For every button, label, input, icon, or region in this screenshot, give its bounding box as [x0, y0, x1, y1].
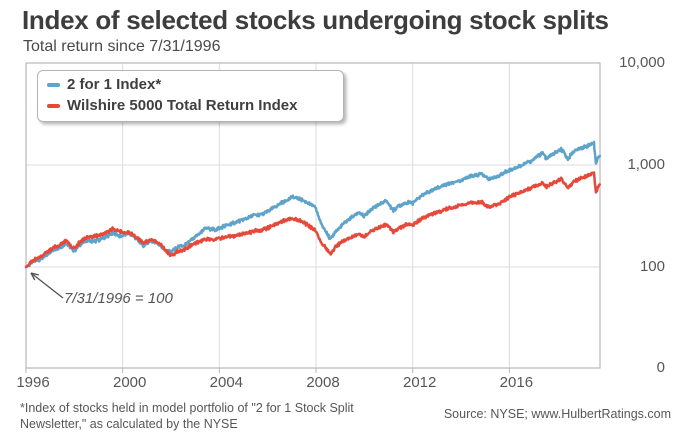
annotation-arrowhead-icon [30, 272, 36, 281]
annotation-start-note: 7/31/1996 = 100 [64, 290, 173, 307]
page-title: Index of selected stocks undergoing stoc… [22, 5, 609, 35]
x-axis-label: 2000 [112, 374, 147, 391]
annotation-arrowhead-icon [30, 272, 39, 276]
chart-subtitle: Total return since 7/31/1996 [23, 38, 221, 55]
x-axis-label: 2016 [499, 374, 534, 391]
annotation-arrow-icon [30, 272, 64, 299]
footnote: *Index of stocks held in model portfolio… [20, 401, 354, 432]
legend-item: Wilshire 5000 Total Return Index [47, 95, 334, 116]
y-axis-label: 10,000 [619, 54, 665, 71]
legend-label: 2 for 1 Index* [67, 76, 162, 93]
x-axis-label: 2012 [403, 374, 437, 391]
line-swatch-icon [47, 103, 60, 108]
y-axis-label: 100 [639, 258, 665, 275]
x-axis-label: 2008 [306, 374, 340, 391]
y-axis-label: 1,000 [627, 156, 665, 173]
series-line-wilshire [24, 171, 602, 269]
legend-label: Wilshire 5000 Total Return Index [67, 97, 298, 114]
y-axis-label: 0 [656, 359, 665, 376]
series-line-2for1 [24, 140, 602, 269]
plot-frame [25, 62, 601, 369]
legend: 2 for 1 Index* Wilshire 5000 Total Retur… [37, 70, 344, 122]
legend-item: 2 for 1 Index* [47, 74, 334, 95]
x-axis-label: 1996 [16, 374, 50, 391]
line-swatch-icon [47, 82, 60, 87]
source-text: Source: NYSE; www.HulbertRatings.com [443, 407, 671, 421]
x-axis-label: 2004 [209, 374, 244, 391]
